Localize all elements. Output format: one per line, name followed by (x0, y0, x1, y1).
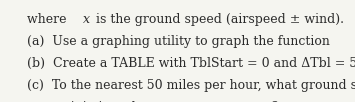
Text: minimizes the cost per passenger?: minimizes the cost per passenger? (27, 101, 278, 102)
Text: x: x (83, 13, 90, 26)
Text: (b)  Create a TABLE with TblStart = 0 and ΔTbl = 50.: (b) Create a TABLE with TblStart = 0 and… (27, 57, 355, 70)
Text: (c)  To the nearest 50 miles per hour, what ground speed: (c) To the nearest 50 miles per hour, wh… (27, 79, 355, 92)
Text: (a)  Use a graphing utility to graph the function: (a) Use a graphing utility to graph the … (27, 35, 333, 48)
Text: is the ground speed (airspeed ± wind).: is the ground speed (airspeed ± wind). (92, 13, 344, 26)
Text: where: where (27, 13, 70, 26)
